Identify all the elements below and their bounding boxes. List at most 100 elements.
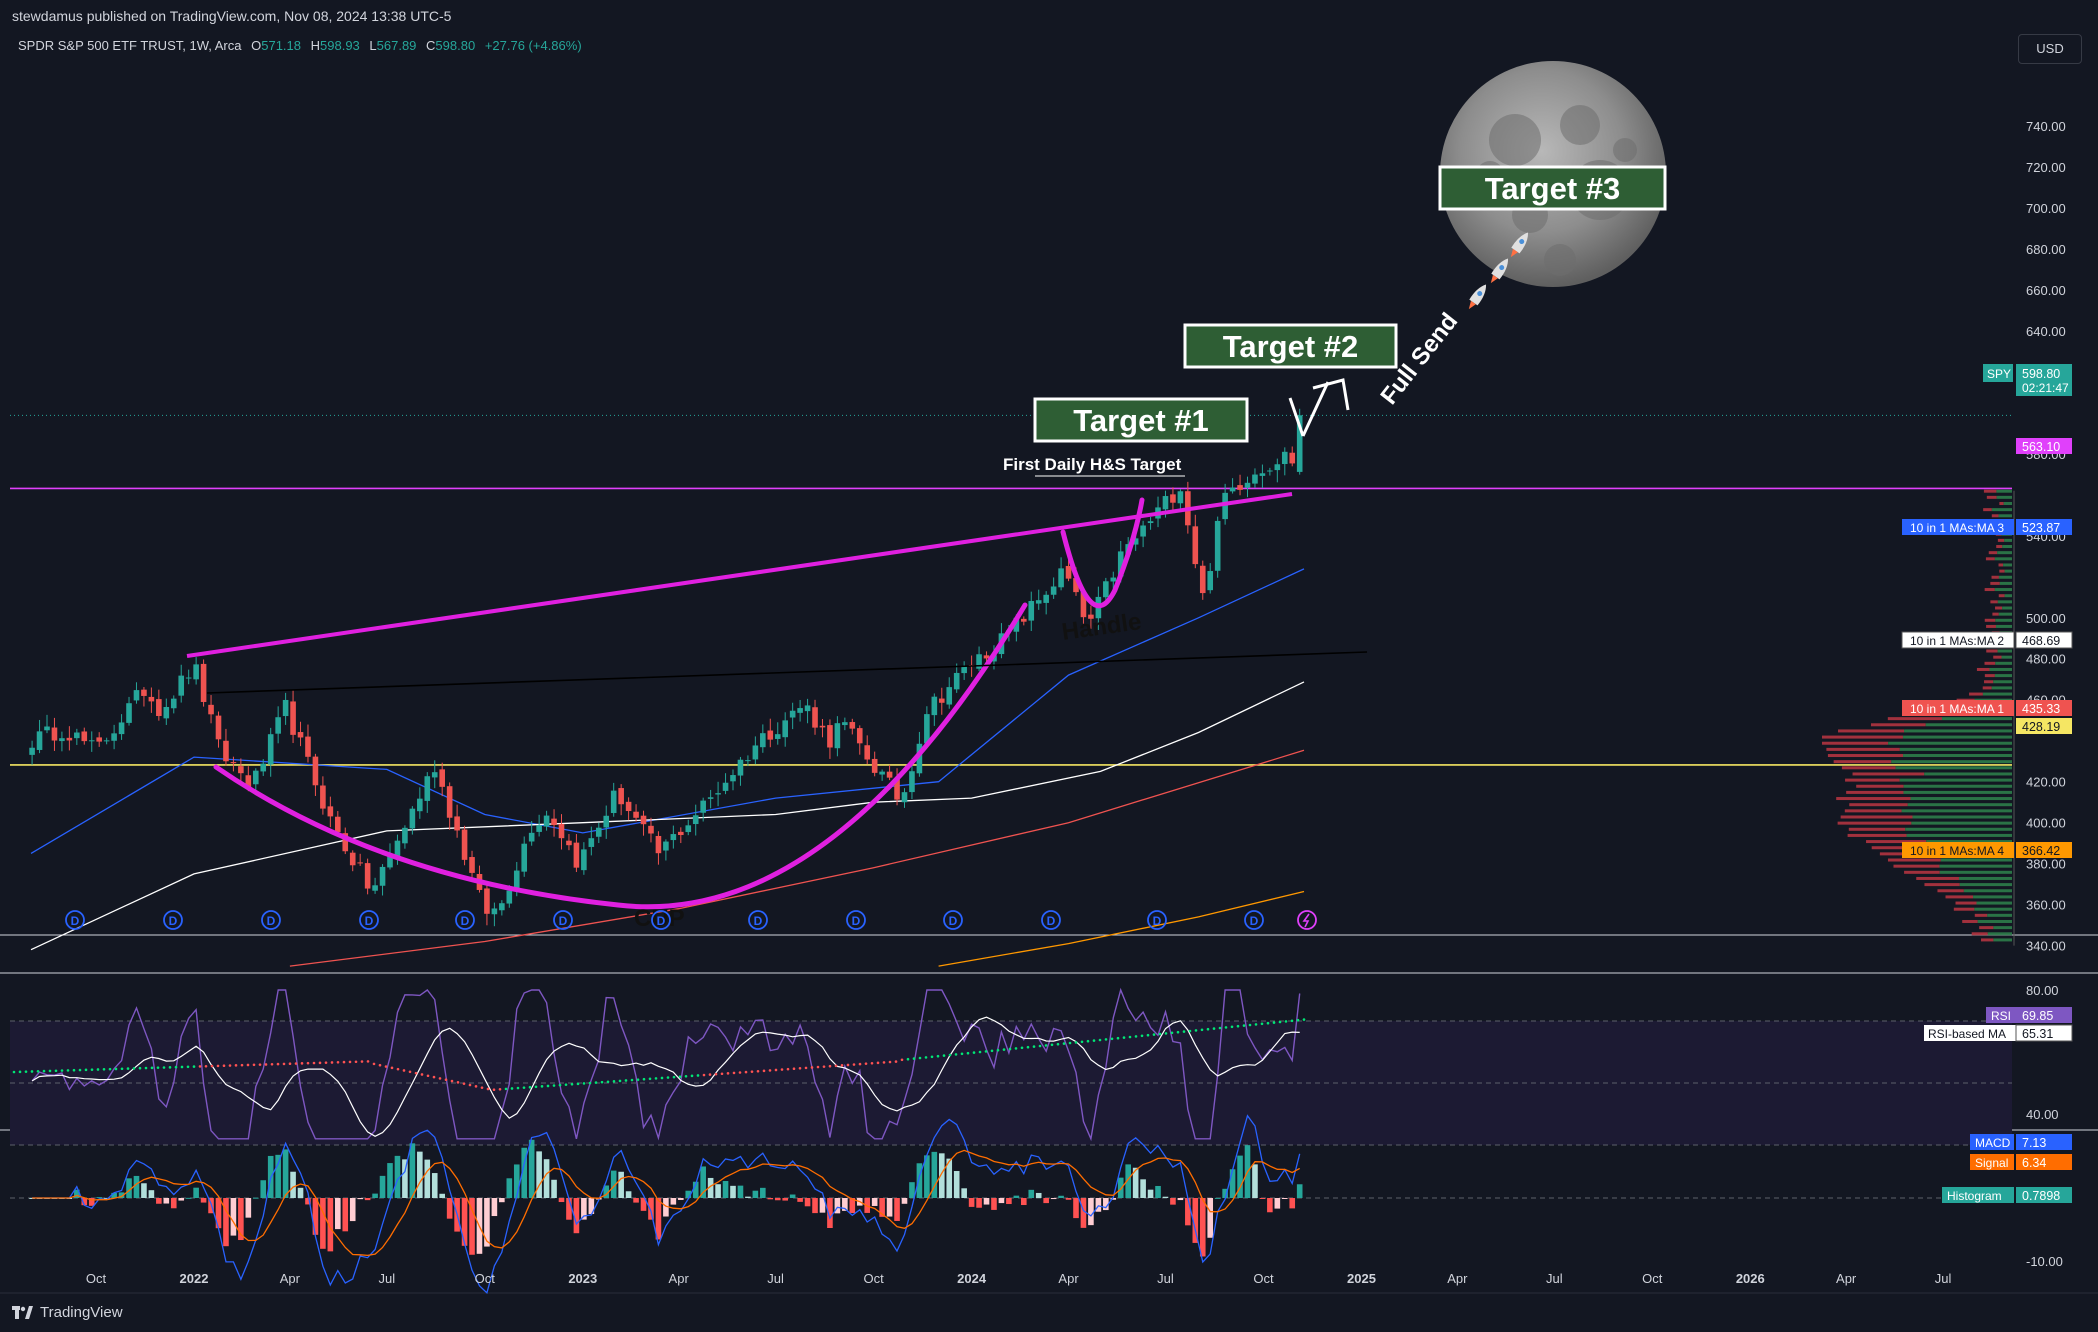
rsi-divergence-dot (168, 1066, 172, 1069)
price-axis-label[interactable]: 10 in 1 MAs:MA 1 435.33 (1902, 700, 2072, 716)
macd-histogram-bar (118, 1192, 125, 1198)
volume-profile-bar-down (1999, 501, 2004, 505)
dividend-marker[interactable]: D (1147, 910, 1167, 930)
macd-histogram-bar (1267, 1198, 1273, 1213)
dividend-marker[interactable]: D (1041, 910, 1061, 930)
rocket-flame (1490, 274, 1498, 284)
rsi-divergence-dot (300, 1062, 304, 1065)
rsi-ma-line[interactable] (31, 1016, 1300, 1137)
candle-body (633, 811, 639, 818)
resistance-trendline[interactable] (186, 492, 1293, 658)
price-axis-label[interactable]: 10 in 1 MAs:MA 2 468.69 (1901, 631, 2073, 649)
dividend-marker[interactable]: D (359, 910, 379, 930)
volume-profile-bar-up (1924, 772, 2012, 776)
target-label[interactable]: Target #3 (1438, 165, 1667, 211)
candle-body (208, 704, 214, 715)
macd-line[interactable] (32, 1114, 1301, 1294)
rsi-divergence-dot (1134, 1035, 1138, 1038)
dividend-marker[interactable]: D (651, 910, 671, 930)
chart-area[interactable]: 80.00 40.00 RSI 69.85 RSI-based MA 65.31 -10.… (0, 32, 2098, 1294)
price-axis-label[interactable]: 563.10 (2016, 438, 2072, 454)
handle-curve[interactable] (1060, 497, 1145, 609)
cup-curve[interactable] (213, 602, 1028, 910)
value-box (2016, 700, 2072, 716)
target-arrow[interactable] (1301, 381, 1330, 437)
target-label-text: Target #3 (1485, 171, 1621, 206)
volume-profile-bar-down (1990, 600, 1998, 604)
rsi-axis-tick: 40.00 (2026, 1107, 2059, 1122)
candle-body (275, 717, 281, 734)
rsi-line[interactable] (31, 987, 1301, 1142)
macd-value-label[interactable]: Signal 6.34 (1970, 1154, 2072, 1170)
volume-profile-bar-up (1891, 760, 2012, 764)
moving-average-line[interactable] (30, 568, 1305, 854)
macd-value-label[interactable]: Histogram 0.7898 (1942, 1187, 2072, 1203)
dividend-marker[interactable]: D (1244, 910, 1264, 930)
rsi-divergence-dot (1188, 1029, 1192, 1033)
candlestick-series[interactable] (29, 408, 1303, 927)
moving-average-line[interactable] (289, 749, 1305, 967)
dividend-marker[interactable]: D (943, 910, 963, 930)
flash-icon (1302, 913, 1310, 928)
dividend-marker[interactable]: D (163, 910, 183, 930)
volume-profile-bar-up (1994, 588, 2012, 592)
candle-body (1103, 581, 1109, 598)
rsi-divergence-dot (1236, 1024, 1240, 1028)
dividend-marker[interactable]: D (455, 910, 475, 930)
symbol-text: SPY (1987, 367, 2011, 381)
macd-histogram-bar (1065, 1198, 1072, 1200)
volume-profile-bar-down (1937, 889, 1964, 893)
price-axis-label[interactable]: 428.19 (2016, 718, 2072, 734)
candle-body (364, 863, 371, 889)
macd-histogram-bar (1274, 1198, 1281, 1209)
dividend-marker[interactable]: D (846, 910, 866, 930)
macd-histogram-bar (655, 1198, 662, 1240)
target-label[interactable]: Target #2 (1183, 323, 1398, 369)
target-label[interactable]: Target #1 (1033, 397, 1249, 443)
candle-body (588, 838, 595, 847)
macd-histogram-bar (1207, 1198, 1214, 1238)
macd-value-label[interactable]: MACD 7.13 (1970, 1134, 2072, 1150)
macd-histogram-bar (1043, 1198, 1049, 1204)
rsi-divergence-dot (810, 1066, 814, 1069)
dividend-marker-letter: D (1153, 914, 1162, 928)
high-label: H (310, 38, 321, 53)
volume-profile-bar-down (1841, 766, 1896, 770)
rsi-divergence-dot (762, 1069, 766, 1073)
neckline-trendline[interactable] (206, 651, 1368, 694)
earnings-flash-icon[interactable] (1297, 910, 1317, 930)
rsi-ma-value-label[interactable]: RSI-based MA 65.31 (1924, 1024, 2073, 1042)
candle-body (551, 818, 557, 825)
rsi-divergence-dot (882, 1061, 886, 1064)
macd-histogram-bar (931, 1151, 938, 1198)
macd-histogram-bar (126, 1178, 132, 1198)
candle-body (1088, 614, 1094, 619)
dividend-marker-letter: D (754, 914, 763, 928)
candle-body (1199, 565, 1206, 594)
rsi-divergence-dot (228, 1064, 232, 1067)
price-axis-label[interactable]: 10 in 1 MAs:MA 4 366.42 (1902, 842, 2072, 858)
rsi-name: RSI (1991, 1009, 2011, 1023)
rsi-ma-name-box (1924, 1025, 2016, 1041)
moving-average-line[interactable] (30, 681, 1305, 951)
dividend-marker-letter: D (461, 914, 470, 928)
price-axis-tick: 720.00 (2026, 160, 2066, 175)
volume-profile-bar-up (1939, 864, 2012, 868)
currency-button[interactable]: USD (2018, 34, 2082, 64)
rsi-value-label[interactable]: RSI 69.85 (1986, 1007, 2072, 1023)
dividend-marker[interactable]: D (748, 910, 768, 930)
candle-body (760, 733, 766, 748)
dividend-marker[interactable]: D (65, 910, 85, 930)
price-axis-label[interactable]: 10 in 1 MAs:MA 3 523.87 (1902, 519, 2072, 535)
macd-signal-line[interactable] (32, 1149, 1301, 1257)
rsi-divergence-dot (414, 1071, 418, 1075)
dividend-marker[interactable]: D (261, 910, 281, 930)
candle-body (461, 829, 468, 860)
moving-average-line[interactable] (938, 890, 1305, 967)
tradingview-logo[interactable]: TradingView (12, 1304, 123, 1321)
rsi-divergence-dot (630, 1078, 634, 1082)
rsi-divergence-dot (456, 1081, 460, 1084)
dividend-marker[interactable]: D (553, 910, 573, 930)
macd-histogram-bar (573, 1198, 580, 1234)
